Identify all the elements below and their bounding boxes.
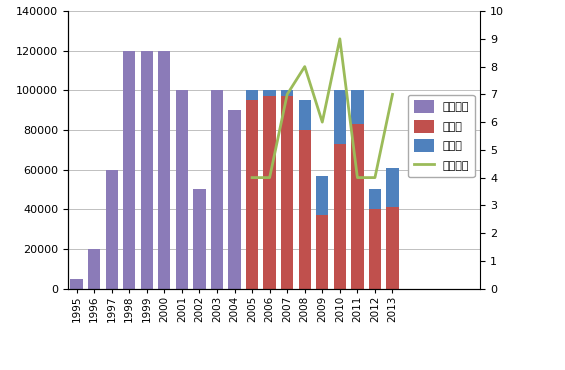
Bar <box>211 90 223 289</box>
入札回数 <box>284 92 290 97</box>
入札回数 <box>249 175 255 180</box>
入札回数 <box>354 175 361 180</box>
Bar <box>316 176 328 215</box>
Bar <box>334 90 346 144</box>
Bar <box>369 209 381 289</box>
入札回数 <box>301 64 308 69</box>
Bar <box>228 110 241 289</box>
Line: 入札回数: 入札回数 <box>252 39 393 178</box>
Bar <box>351 90 363 124</box>
Bar <box>281 90 293 96</box>
Bar <box>316 215 328 289</box>
Bar <box>176 90 188 289</box>
Bar <box>158 51 171 289</box>
Bar <box>193 189 206 289</box>
Legend: 合計数量, 一般米, 破税米, 入札回数: 合計数量, 一般米, 破税米, 入札回数 <box>408 95 475 177</box>
Bar <box>386 207 399 289</box>
Bar <box>88 249 100 289</box>
Bar <box>123 51 136 289</box>
Bar <box>298 100 311 130</box>
Bar <box>386 168 399 207</box>
Bar <box>246 100 258 289</box>
Bar <box>71 279 82 289</box>
入札回数 <box>389 92 396 97</box>
Bar <box>106 170 118 289</box>
Bar <box>369 189 381 209</box>
Bar <box>281 96 293 289</box>
Bar <box>298 130 311 289</box>
Bar <box>141 51 153 289</box>
入札回数 <box>319 120 325 124</box>
入札回数 <box>336 37 343 41</box>
Bar <box>351 124 363 289</box>
Bar <box>334 144 346 289</box>
Bar <box>263 96 276 289</box>
Bar <box>263 90 276 96</box>
Bar <box>246 90 258 100</box>
入札回数 <box>372 175 379 180</box>
入札回数 <box>266 175 273 180</box>
